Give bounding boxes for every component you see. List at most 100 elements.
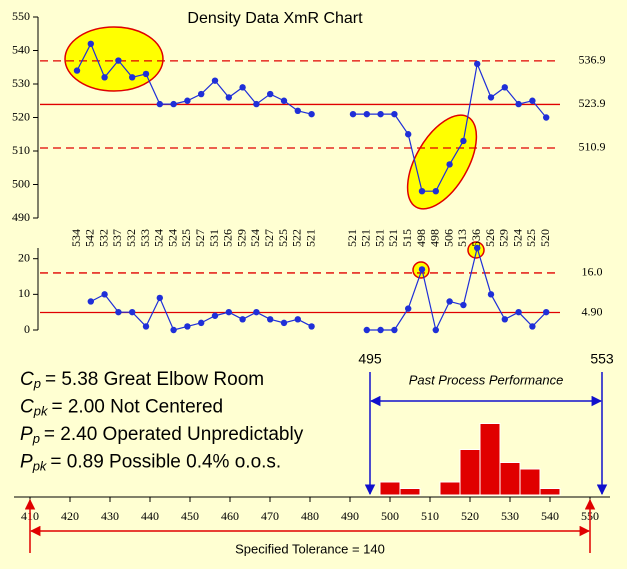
point-label: 529 (497, 229, 511, 247)
point (432, 188, 439, 195)
stat-text: = 2.00 Not Centered (51, 397, 223, 418)
stat-text: = 0.89 Possible 0.4% o.o.s. (50, 452, 281, 473)
point-label: 527 (193, 229, 207, 247)
point-label: 498 (414, 229, 428, 247)
point (377, 110, 384, 118)
point-label: 524 (510, 229, 524, 247)
bar (499, 462, 521, 496)
point (267, 90, 274, 98)
point (129, 74, 136, 81)
x-tick-label: 520 (461, 509, 479, 523)
y-tick-label: 10 (18, 286, 30, 300)
point-label: 498 (428, 229, 442, 247)
point (460, 137, 467, 145)
capability-stat: Pp = 2.40 Operated Unpredictably (20, 424, 304, 446)
subscript: pk (33, 404, 49, 419)
point-label: 537 (110, 229, 124, 247)
point-label: 521 (359, 229, 373, 247)
point (101, 74, 108, 81)
point (87, 298, 95, 305)
point-label: 525 (524, 229, 538, 247)
point-label: 526 (221, 229, 235, 247)
chart-title: Density Data XmR Chart (187, 10, 363, 27)
y-tick-label: 500 (12, 176, 30, 190)
point (308, 110, 315, 118)
y-tick-label: 520 (12, 109, 30, 123)
point (142, 323, 150, 330)
point-label: 520 (538, 229, 552, 247)
x-tick-label: 540 (541, 509, 559, 523)
point (184, 97, 191, 104)
point (294, 316, 301, 323)
point (184, 323, 191, 330)
symbol: C (20, 369, 34, 390)
subscript: p (32, 431, 40, 446)
point (101, 291, 108, 298)
bar (399, 488, 421, 496)
bar (439, 481, 461, 496)
symbol: C (20, 397, 34, 418)
point-label: 526 (483, 229, 497, 247)
point (225, 308, 232, 316)
process-limit-label: 553 (590, 351, 614, 367)
y-tick-label: 550 (12, 9, 30, 23)
point (239, 316, 246, 323)
point (405, 131, 412, 138)
point (446, 298, 453, 305)
point-label: 522 (290, 229, 304, 247)
point (73, 67, 81, 74)
y-tick-label: 530 (12, 76, 30, 90)
bar (519, 468, 541, 496)
point-label: 515 (400, 229, 414, 247)
stat-text: = 2.40 Operated Unpredictably (44, 424, 304, 445)
point-label: 525 (276, 229, 290, 247)
symbol: P (20, 452, 33, 473)
highlight (64, 26, 164, 92)
x-tick-label: 480 (301, 509, 319, 523)
y-tick-label: 540 (12, 42, 30, 56)
point (198, 319, 205, 327)
process-limit-label: 495 (358, 351, 382, 367)
point-label: 527 (262, 229, 276, 247)
point-label: 531 (207, 229, 221, 247)
x-tick-label: 470 (261, 509, 279, 523)
point-label: 529 (234, 229, 248, 247)
point (156, 294, 163, 302)
point-label: 513 (455, 229, 469, 247)
x-tick-label: 430 (101, 509, 119, 523)
y-tick-label: 0 (24, 322, 30, 336)
point (211, 77, 219, 84)
span-label: Specified Tolerance = 140 (235, 541, 385, 556)
point-label: 532 (124, 229, 138, 247)
x-tick-label: 500 (381, 509, 399, 523)
point (418, 266, 426, 273)
point-label: 524 (152, 229, 166, 247)
point (294, 107, 301, 115)
point (405, 305, 412, 312)
point-label: 534 (69, 229, 83, 247)
point (170, 326, 177, 334)
x-tick-label: 490 (341, 509, 359, 523)
x-tick-label: 450 (181, 509, 199, 523)
x-tick-label: 530 (501, 509, 519, 523)
limit-label: 510.9 (579, 140, 606, 154)
x-tick-label: 440 (141, 509, 159, 523)
y-tick-label: 490 (12, 210, 30, 224)
point (308, 323, 315, 330)
span-label: Past Process Performance (409, 372, 564, 387)
point (474, 60, 481, 68)
point-label: 533 (138, 229, 152, 247)
point-label: 524 (248, 229, 262, 247)
point (391, 326, 398, 334)
stat-text: = 5.38 Great Elbow Room (45, 369, 264, 390)
point-label: 521 (372, 229, 386, 247)
point-label: 521 (345, 229, 359, 247)
limit-label: 16.0 (582, 265, 603, 279)
point-label: 536 (469, 229, 483, 247)
subscript: pk (32, 459, 48, 474)
point (474, 244, 481, 252)
point (487, 291, 495, 298)
point (267, 316, 274, 323)
bar (459, 449, 481, 496)
